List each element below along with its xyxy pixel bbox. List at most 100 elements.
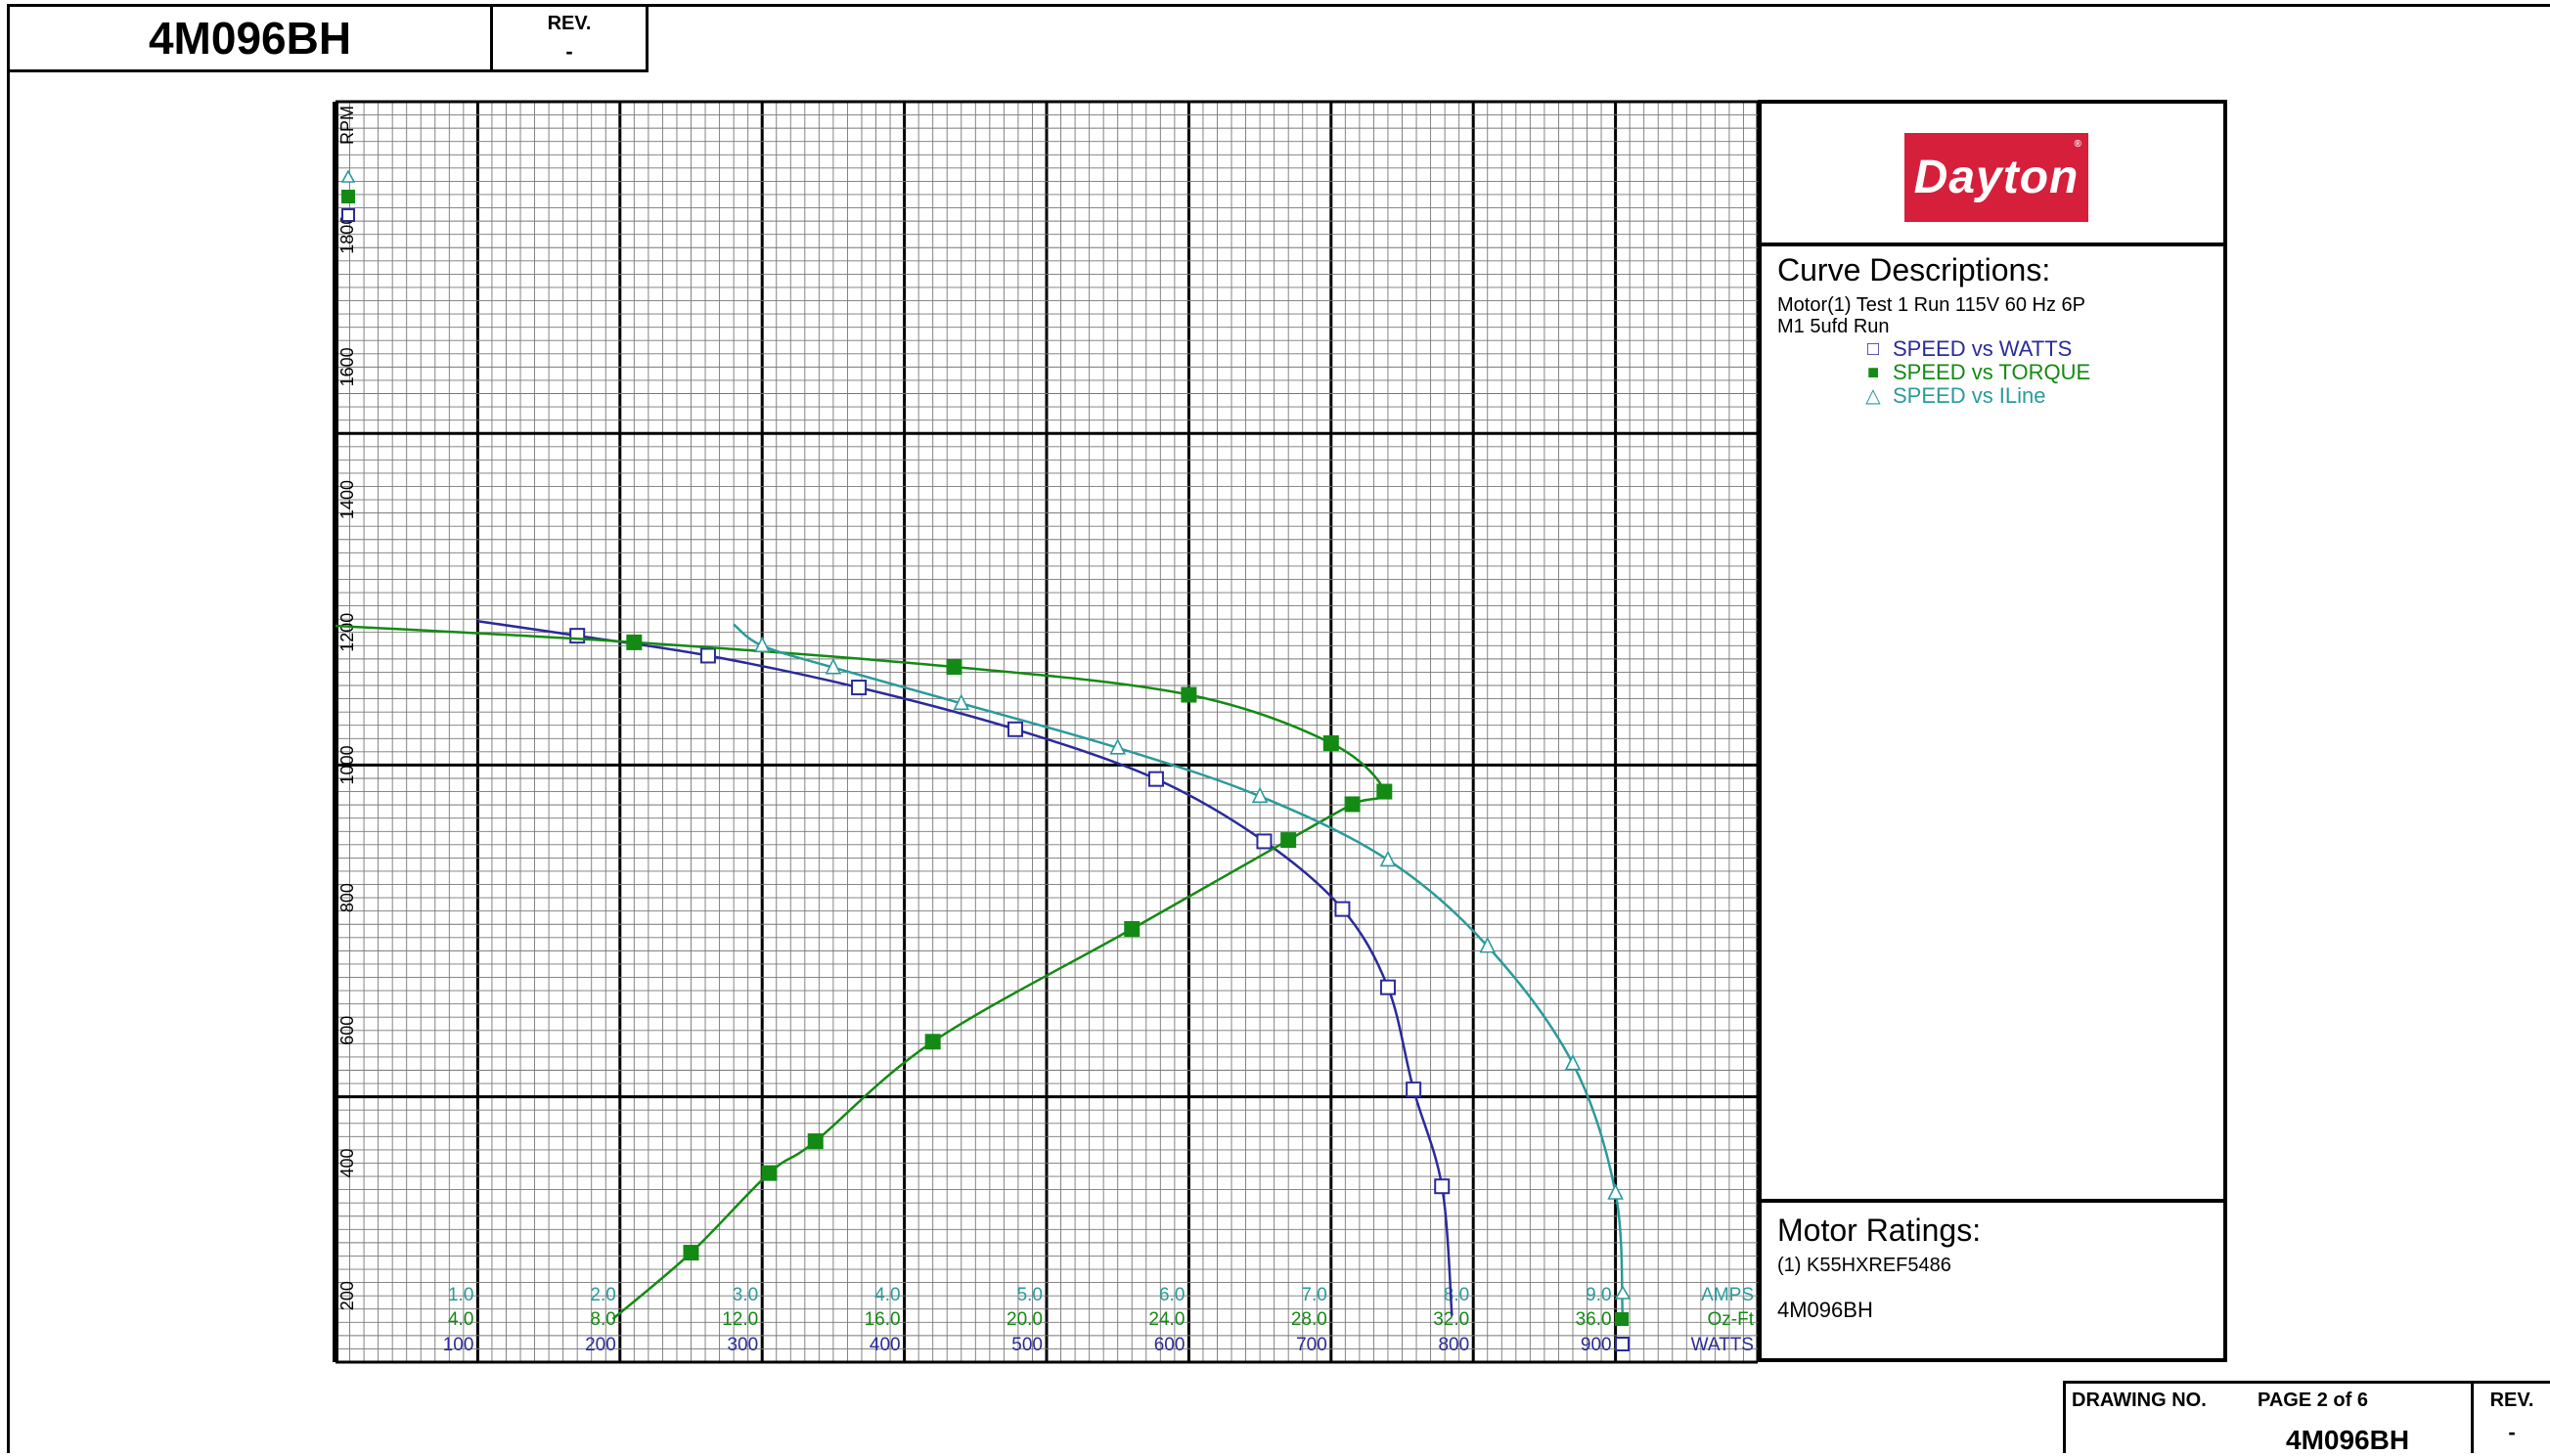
x-tick-label: 100: [443, 1335, 474, 1355]
x-tick-label: 2.0: [590, 1285, 615, 1305]
x-tick-label: 900: [1581, 1335, 1612, 1355]
x-tick-label: 800: [1438, 1335, 1469, 1355]
motor-ratings-model: 4M096BH: [1777, 1298, 1873, 1322]
data-point: [1322, 735, 1339, 752]
x-tick-label: 4.0: [448, 1309, 473, 1330]
data-point: [1334, 901, 1351, 917]
data-point: [1379, 850, 1397, 867]
data-point: [953, 693, 970, 711]
x-tick-label: 200: [585, 1335, 616, 1355]
logo-reg-mark: ®: [2074, 139, 2082, 150]
footer-revision-box: REV. -: [2471, 1381, 2550, 1453]
data-point: [1434, 1178, 1451, 1195]
data-point: [1406, 1081, 1422, 1098]
rev-value: -: [565, 39, 573, 64]
x-tick-label: 24.0: [1148, 1309, 1185, 1330]
data-point: [683, 1245, 699, 1261]
data-point: [761, 1165, 778, 1181]
data-point: [807, 1133, 824, 1150]
dayton-logo: Dayton ®: [1904, 133, 2088, 222]
page-indicator: PAGE 2 of 6: [2258, 1390, 2368, 1411]
y-tick-label: 1800: [337, 215, 357, 254]
x-tick-label: 6.0: [1159, 1285, 1185, 1305]
triangle-open-icon: △: [1865, 385, 1881, 407]
data-point: [569, 628, 586, 644]
axis-marker-torque: [341, 190, 355, 203]
x-axis-marker-watts: [1615, 1337, 1630, 1351]
x-tick-label: 12.0: [722, 1309, 758, 1330]
logo-text: Dayton: [1913, 152, 2080, 203]
x-tick-label: 20.0: [1007, 1309, 1043, 1330]
x-tick-label: 5.0: [1017, 1285, 1043, 1305]
x-tick-label: 600: [1154, 1335, 1186, 1355]
logo-area: Dayton ®: [1762, 104, 2223, 246]
legend-label: SPEED vs TORQUE: [1893, 360, 2091, 384]
axis-marker-watts: [341, 208, 355, 222]
square-filled-icon: ■: [1866, 362, 1880, 383]
x-tick-label: 500: [1011, 1335, 1043, 1355]
data-point: [753, 636, 771, 653]
x-tick-label: 8.0: [590, 1309, 615, 1330]
data-point: [1344, 796, 1361, 813]
x-tick-label: 36.0: [1576, 1309, 1612, 1330]
data-point: [1109, 737, 1126, 755]
data-point: [1147, 771, 1164, 787]
square-open-icon: □: [1866, 338, 1880, 360]
data-point: [626, 634, 643, 650]
data-point: [825, 657, 842, 675]
data-point: [946, 659, 962, 676]
x-axis-name: WATTS: [1691, 1335, 1754, 1355]
x-tick-label: 4.0: [874, 1285, 900, 1305]
x-axis-marker-iline: [1614, 1285, 1632, 1300]
data-point: [699, 647, 716, 664]
data-point: [1251, 786, 1269, 804]
curve-desc-line2: M1 5ufd Run: [1777, 316, 1890, 337]
x-axis-marker-torque: [1615, 1312, 1629, 1326]
data-point: [1479, 936, 1497, 953]
x-tick-label: 9.0: [1586, 1285, 1611, 1305]
x-tick-label: 16.0: [865, 1309, 901, 1330]
series-line: [335, 624, 1386, 1320]
page-frame: [7, 4, 2550, 1453]
y-tick-label: 400: [337, 1148, 357, 1177]
x-tick-label: 300: [727, 1335, 758, 1355]
data-point: [851, 680, 868, 696]
chart-grid: [333, 100, 1760, 1364]
y-tick-label: 800: [337, 883, 357, 912]
legend-label: SPEED vs ILine: [1893, 383, 2046, 408]
legend-item-iline: △ SPEED vs ILine: [1861, 384, 2208, 408]
legend-label: SPEED vs WATTS: [1893, 336, 2073, 361]
data-point: [1564, 1053, 1582, 1071]
y-tick-label: 1600: [337, 347, 357, 386]
x-tick-label: 8.0: [1444, 1285, 1469, 1305]
drawing-number: 4M096BH: [2286, 1425, 2410, 1455]
revision-box: REV. -: [490, 4, 649, 72]
y-tick-label: 600: [337, 1016, 357, 1045]
data-point: [924, 1034, 941, 1050]
series-layer: [335, 169, 1632, 1351]
curve-desc-line1: Motor(1) Test 1 Run 115V 60 Hz 6P: [1777, 294, 2085, 316]
x-axis-ticks: 1.0 2.0 3.0 4.0 5.0 6.0 7.0 8.0 9.0 AMPS 4.0 8.0 12.…: [443, 1285, 1755, 1355]
x-tick-label: 400: [870, 1335, 901, 1355]
data-point: [1379, 979, 1396, 995]
drawing-number-box: DRAWING NO. PAGE 2 of 6 4M096BH: [2063, 1381, 2474, 1455]
data-point: [1280, 832, 1297, 849]
x-tick-label: 1.0: [448, 1285, 473, 1305]
data-point: [1007, 721, 1024, 737]
motor-ratings-line: (1) K55HXREF5486: [1777, 1255, 1951, 1276]
x-axis-name: Oz-Ft: [1708, 1309, 1755, 1330]
x-tick-label: 32.0: [1433, 1309, 1469, 1330]
y-tick-label: 200: [337, 1281, 357, 1310]
axis-marker-iline: [340, 169, 356, 183]
x-axis-name: AMPS: [1701, 1285, 1754, 1305]
footer-rev-value: -: [2508, 1420, 2516, 1444]
y-tick-label: 1000: [337, 745, 357, 784]
x-tick-label: 28.0: [1291, 1309, 1327, 1330]
data-point: [1376, 783, 1393, 800]
legend-item-watts: □ SPEED vs WATTS: [1861, 337, 2208, 361]
curve-descriptions-title: Curve Descriptions:: [1777, 252, 2051, 287]
data-point: [1124, 920, 1141, 937]
y-tick-label: 1400: [337, 480, 357, 519]
legend-item-torque: ■ SPEED vs TORQUE: [1861, 361, 2208, 384]
